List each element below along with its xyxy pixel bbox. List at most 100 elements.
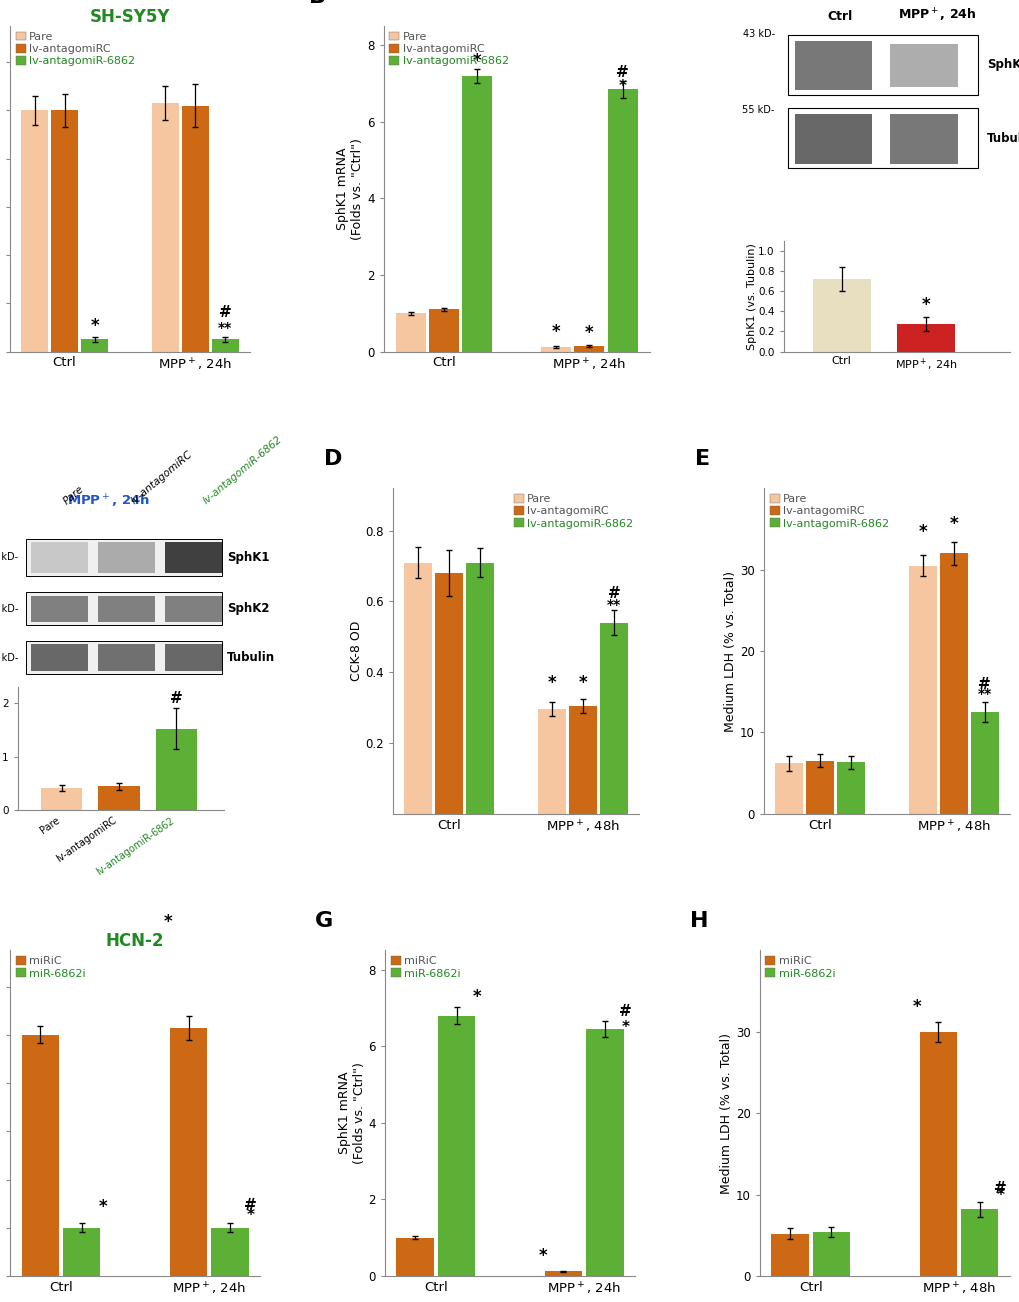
Bar bbox=[908, 565, 936, 814]
Legend: miRiC, miR-6862i: miRiC, miR-6862i bbox=[15, 956, 86, 979]
Bar bbox=[98, 644, 155, 671]
Bar bbox=[98, 596, 155, 622]
Text: SphK2: SphK2 bbox=[227, 603, 269, 615]
Bar bbox=[396, 1238, 433, 1276]
Bar bbox=[152, 103, 178, 352]
Bar bbox=[794, 40, 871, 90]
Text: **: ** bbox=[218, 320, 232, 335]
Text: *: * bbox=[621, 1019, 629, 1035]
Bar bbox=[960, 1210, 998, 1276]
Bar bbox=[31, 644, 88, 671]
Bar bbox=[165, 542, 221, 573]
Text: **: ** bbox=[976, 687, 990, 702]
Text: E: E bbox=[695, 449, 709, 469]
Text: 43 kD-: 43 kD- bbox=[742, 29, 773, 39]
Text: **: ** bbox=[606, 598, 621, 612]
Legend: Pare, lv-antagomiRC, lv-antagomiR-6862: Pare, lv-antagomiRC, lv-antagomiR-6862 bbox=[768, 493, 889, 529]
Text: *: * bbox=[91, 316, 99, 335]
Y-axis label: Medium LDH (% vs. Total): Medium LDH (% vs. Total) bbox=[723, 570, 737, 732]
Text: #: # bbox=[245, 1198, 257, 1213]
Bar bbox=[25, 539, 221, 575]
Legend: Pare, lv-antagomiRC, lv-antagomiR-6862: Pare, lv-antagomiRC, lv-antagomiR-6862 bbox=[389, 31, 508, 66]
Y-axis label: Medium LDH (% vs. Total): Medium LDH (% vs. Total) bbox=[719, 1032, 733, 1194]
Text: lv-antagomiRC: lv-antagomiRC bbox=[128, 449, 194, 506]
Text: Tubulin: Tubulin bbox=[227, 651, 275, 664]
Title: HCN-2: HCN-2 bbox=[106, 932, 164, 950]
Text: MPP$^+$, 24h: MPP$^+$, 24h bbox=[898, 7, 975, 25]
Bar bbox=[890, 44, 957, 87]
Text: *: * bbox=[949, 516, 957, 533]
Text: B: B bbox=[309, 0, 326, 7]
Text: #: # bbox=[607, 586, 620, 602]
Legend: miRiC, miR-6862i: miRiC, miR-6862i bbox=[390, 956, 461, 979]
Bar bbox=[599, 622, 628, 814]
Y-axis label: CCK-8 OD: CCK-8 OD bbox=[350, 621, 363, 681]
Text: 75 kD-: 75 kD- bbox=[0, 604, 18, 613]
Bar bbox=[21, 1035, 59, 1276]
Bar bbox=[970, 712, 998, 814]
Bar bbox=[435, 573, 463, 814]
Bar bbox=[25, 592, 221, 625]
Bar bbox=[540, 346, 571, 352]
Bar bbox=[805, 760, 833, 814]
Bar bbox=[544, 1271, 582, 1276]
Y-axis label: SphK1 mRNA
(Folds vs. "Ctrl"): SphK1 mRNA (Folds vs. "Ctrl") bbox=[336, 138, 364, 240]
Text: #: # bbox=[977, 677, 990, 691]
Bar bbox=[794, 115, 871, 164]
Bar bbox=[812, 279, 870, 352]
Text: *: * bbox=[551, 323, 559, 341]
Bar bbox=[466, 562, 493, 814]
Text: *: * bbox=[98, 1198, 107, 1216]
Text: *: * bbox=[547, 673, 556, 691]
Text: *: * bbox=[247, 1208, 255, 1223]
Text: *: * bbox=[584, 324, 593, 341]
Y-axis label: SphK1 (vs. Tubulin): SphK1 (vs. Tubulin) bbox=[746, 242, 756, 350]
Y-axis label: SphK1 mRNA
(Folds vs. "Ctrl"): SphK1 mRNA (Folds vs. "Ctrl") bbox=[337, 1062, 366, 1164]
Bar bbox=[212, 340, 238, 352]
Bar bbox=[82, 340, 108, 352]
Text: H: H bbox=[689, 911, 708, 931]
Bar bbox=[569, 706, 596, 814]
Bar bbox=[462, 76, 492, 352]
Bar bbox=[165, 596, 221, 622]
Legend: miRiC, miR-6862i: miRiC, miR-6862i bbox=[764, 956, 835, 979]
Text: #: # bbox=[994, 1181, 1006, 1197]
Text: lv-antagomiR-6862: lv-antagomiR-6862 bbox=[201, 435, 283, 506]
Bar bbox=[836, 763, 864, 814]
Text: Ctrl: Ctrl bbox=[826, 10, 852, 23]
Bar bbox=[774, 763, 802, 814]
Text: 55 kD-: 55 kD- bbox=[742, 105, 773, 115]
Bar bbox=[181, 105, 209, 352]
Bar bbox=[21, 111, 48, 352]
Text: SphK1: SphK1 bbox=[227, 551, 269, 564]
Text: Tubulin: Tubulin bbox=[986, 132, 1019, 145]
Text: *: * bbox=[473, 988, 481, 1006]
Text: 55 kD-: 55 kD- bbox=[0, 652, 18, 663]
Text: SphK1: SphK1 bbox=[986, 59, 1019, 72]
Bar bbox=[574, 346, 603, 352]
Title: SH-SY5Y: SH-SY5Y bbox=[90, 8, 170, 26]
Bar bbox=[170, 1027, 207, 1276]
Text: Pare: Pare bbox=[62, 483, 86, 506]
Bar bbox=[586, 1029, 623, 1276]
Text: *: * bbox=[473, 52, 481, 70]
Bar bbox=[919, 1031, 956, 1276]
Bar bbox=[538, 710, 566, 814]
Text: *: * bbox=[538, 1247, 546, 1266]
Bar bbox=[404, 562, 432, 814]
Text: *: * bbox=[920, 297, 929, 314]
Bar bbox=[896, 324, 954, 352]
Bar bbox=[165, 644, 221, 671]
Bar bbox=[437, 1016, 475, 1276]
Bar bbox=[890, 115, 957, 164]
Bar bbox=[31, 596, 88, 622]
Text: #: # bbox=[615, 65, 629, 79]
Bar bbox=[63, 1228, 100, 1276]
Text: D: D bbox=[324, 449, 342, 469]
Legend: Pare, lv-antagomiRC, lv-antagomiR-6862: Pare, lv-antagomiRC, lv-antagomiR-6862 bbox=[15, 31, 136, 66]
Bar bbox=[25, 641, 221, 674]
Bar bbox=[211, 1228, 249, 1276]
Bar bbox=[429, 310, 459, 352]
Bar bbox=[395, 314, 425, 352]
Text: #: # bbox=[619, 1004, 632, 1019]
